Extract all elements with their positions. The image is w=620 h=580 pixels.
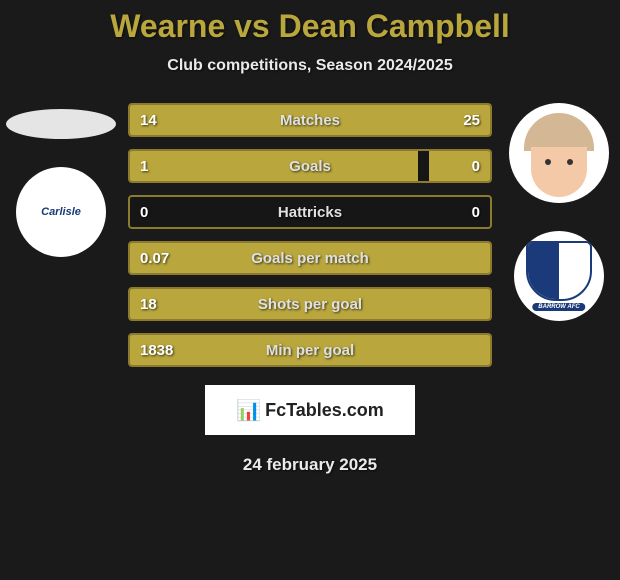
stat-row: 00Hattricks [128, 195, 492, 229]
left-player-column: Carlisle [0, 103, 120, 379]
stat-label: Goals per match [130, 250, 490, 267]
stat-row: 18Shots per goal [128, 287, 492, 321]
right-player-column: BARROW AFC [500, 103, 620, 379]
stat-label: Min per goal [130, 342, 490, 359]
club-logo-label: BARROW AFC [532, 303, 585, 311]
stat-label: Shots per goal [130, 296, 490, 313]
club-logo-label: Carlisle [41, 206, 81, 218]
stats-bars: 1425Matches 10Goals 00Hattricks 0.07Goals p… [120, 103, 500, 379]
chart-icon: 📊 [236, 398, 261, 423]
stat-label: Matches [130, 112, 490, 129]
club-logo-barrow: BARROW AFC [514, 231, 604, 321]
fctables-logo: 📊 FcTables.com [205, 385, 415, 435]
page-title: Wearne vs Dean Campbell [0, 0, 620, 45]
stat-label: Goals [130, 158, 490, 175]
player-avatar-wearne [6, 109, 116, 139]
stat-row: 1425Matches [128, 103, 492, 137]
player-avatar-dean-campbell [509, 103, 609, 203]
stat-row: 10Goals [128, 149, 492, 183]
subtitle: Club competitions, Season 2024/2025 [0, 57, 620, 75]
stat-label: Hattricks [130, 204, 490, 221]
footer-brand: FcTables.com [265, 400, 384, 421]
comparison-content: Carlisle 1425Matches 10Goals 00Hattricks 0.… [0, 103, 620, 379]
stat-row: 0.07Goals per match [128, 241, 492, 275]
footer-date: 24 february 2025 [0, 455, 620, 475]
stat-row: 1838Min per goal [128, 333, 492, 367]
club-logo-carlisle: Carlisle [16, 167, 106, 257]
